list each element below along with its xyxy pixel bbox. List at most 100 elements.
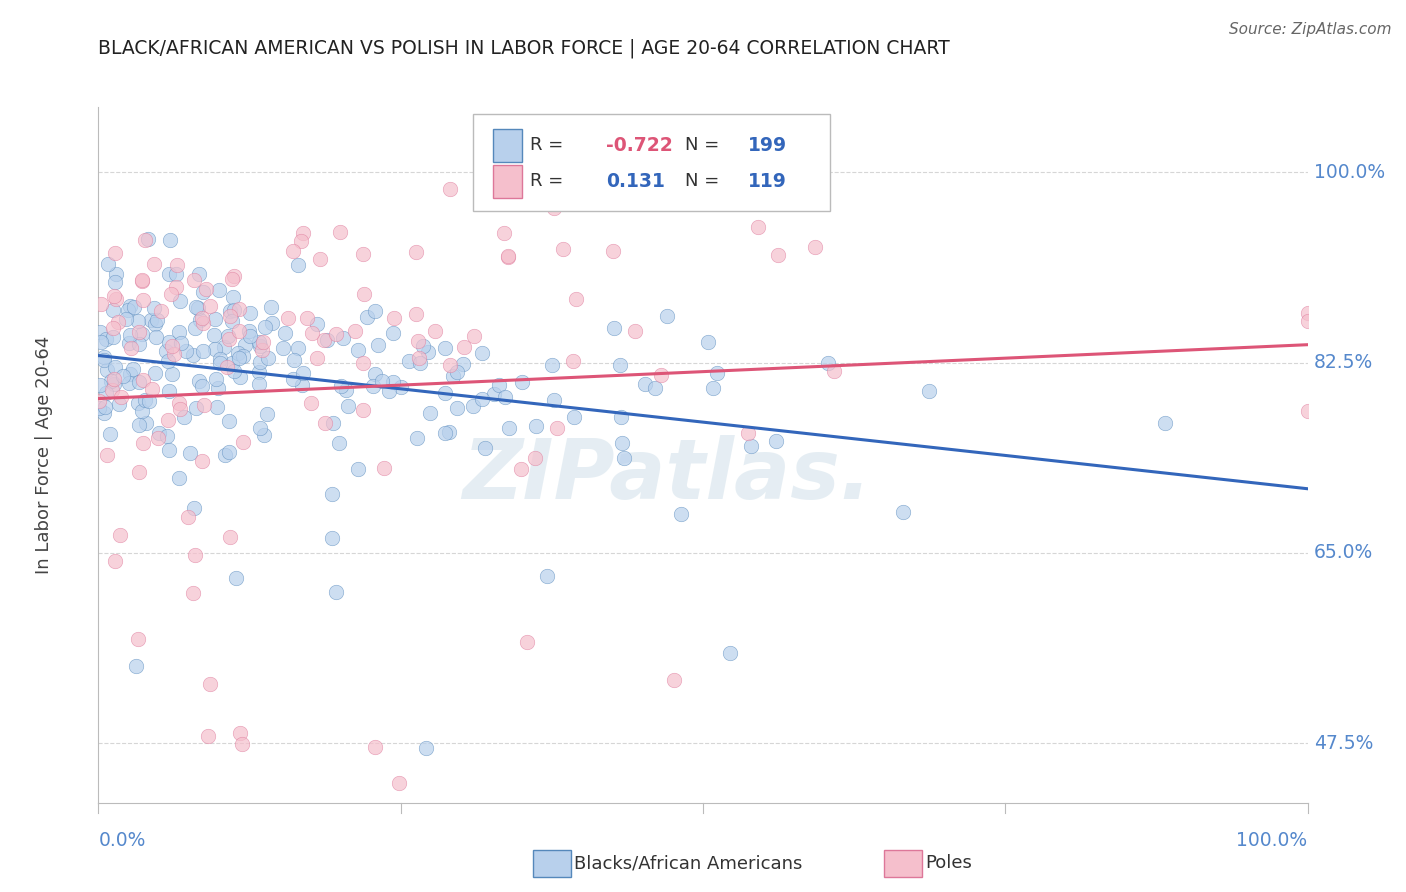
Point — [356, 310, 378, 325]
Point — [290, 234, 312, 248]
Point — [256, 407, 278, 421]
Point — [118, 367, 141, 381]
Point — [328, 225, 350, 239]
Point — [118, 328, 141, 343]
Point — [416, 344, 439, 359]
Point — [408, 351, 430, 365]
Point — [187, 301, 209, 315]
Point — [131, 274, 153, 288]
Point — [364, 739, 387, 754]
Point — [170, 336, 193, 351]
Point — [135, 416, 157, 430]
Point — [281, 244, 304, 258]
Point — [247, 377, 270, 392]
Point — [215, 850, 238, 864]
Point — [747, 219, 769, 234]
Point — [128, 375, 150, 389]
Point — [163, 347, 186, 361]
Point — [249, 354, 271, 368]
Point — [228, 324, 250, 338]
Point — [169, 401, 191, 416]
Point — [228, 351, 250, 365]
Point — [104, 292, 127, 306]
Point — [624, 325, 647, 339]
Point — [104, 275, 127, 289]
Text: 82.5%: 82.5% — [1313, 353, 1372, 372]
Point — [218, 414, 240, 428]
Point — [134, 233, 156, 247]
Point — [273, 341, 295, 355]
Point — [120, 299, 142, 313]
Point — [254, 319, 277, 334]
Point — [108, 397, 131, 411]
Point — [451, 357, 474, 371]
Point — [103, 321, 125, 335]
Point — [524, 419, 547, 434]
Point — [641, 850, 664, 864]
Point — [231, 737, 253, 751]
Point — [166, 258, 188, 272]
Point — [229, 726, 252, 740]
Point — [139, 312, 162, 326]
Point — [218, 332, 240, 346]
Point — [766, 248, 789, 262]
Point — [90, 297, 112, 311]
Point — [228, 302, 250, 317]
Point — [446, 366, 468, 380]
Point — [191, 310, 214, 325]
Point — [307, 317, 329, 331]
Point — [103, 302, 125, 317]
Point — [204, 342, 226, 356]
Point — [103, 289, 125, 303]
Point — [188, 374, 211, 388]
Point — [205, 371, 228, 385]
Point — [496, 251, 519, 265]
Point — [918, 384, 941, 399]
Point — [249, 339, 271, 353]
Point — [187, 268, 209, 282]
Point — [655, 309, 678, 323]
Text: 199: 199 — [748, 136, 787, 155]
Point — [367, 338, 389, 352]
Point — [145, 313, 167, 327]
Point — [93, 406, 115, 420]
Point — [664, 673, 686, 687]
Point — [97, 257, 120, 271]
Point — [252, 343, 274, 357]
Point — [104, 267, 127, 281]
Point — [1154, 417, 1177, 431]
Point — [184, 548, 207, 562]
Point — [222, 364, 245, 378]
Point — [702, 381, 724, 395]
Point — [150, 304, 173, 318]
Point — [127, 632, 149, 646]
Point — [131, 326, 153, 341]
Point — [212, 340, 235, 354]
Point — [453, 340, 475, 354]
Point — [104, 554, 127, 568]
Point — [322, 416, 344, 430]
Point — [115, 312, 138, 326]
Point — [314, 416, 336, 430]
FancyBboxPatch shape — [474, 114, 830, 211]
Point — [381, 326, 404, 340]
Point — [200, 676, 222, 690]
Point — [122, 361, 145, 376]
Text: R =: R = — [530, 136, 569, 154]
Point — [232, 434, 254, 449]
Point — [87, 393, 110, 408]
Point — [118, 376, 141, 391]
Point — [737, 426, 759, 441]
Point — [156, 413, 179, 427]
Point — [108, 528, 131, 542]
Point — [217, 329, 239, 343]
Point — [191, 379, 214, 393]
Point — [90, 334, 112, 349]
Point — [193, 398, 215, 412]
Point — [387, 776, 409, 790]
Point — [142, 301, 165, 316]
Point — [344, 324, 367, 338]
Point — [696, 334, 718, 349]
Point — [132, 436, 155, 450]
Point — [148, 431, 170, 445]
